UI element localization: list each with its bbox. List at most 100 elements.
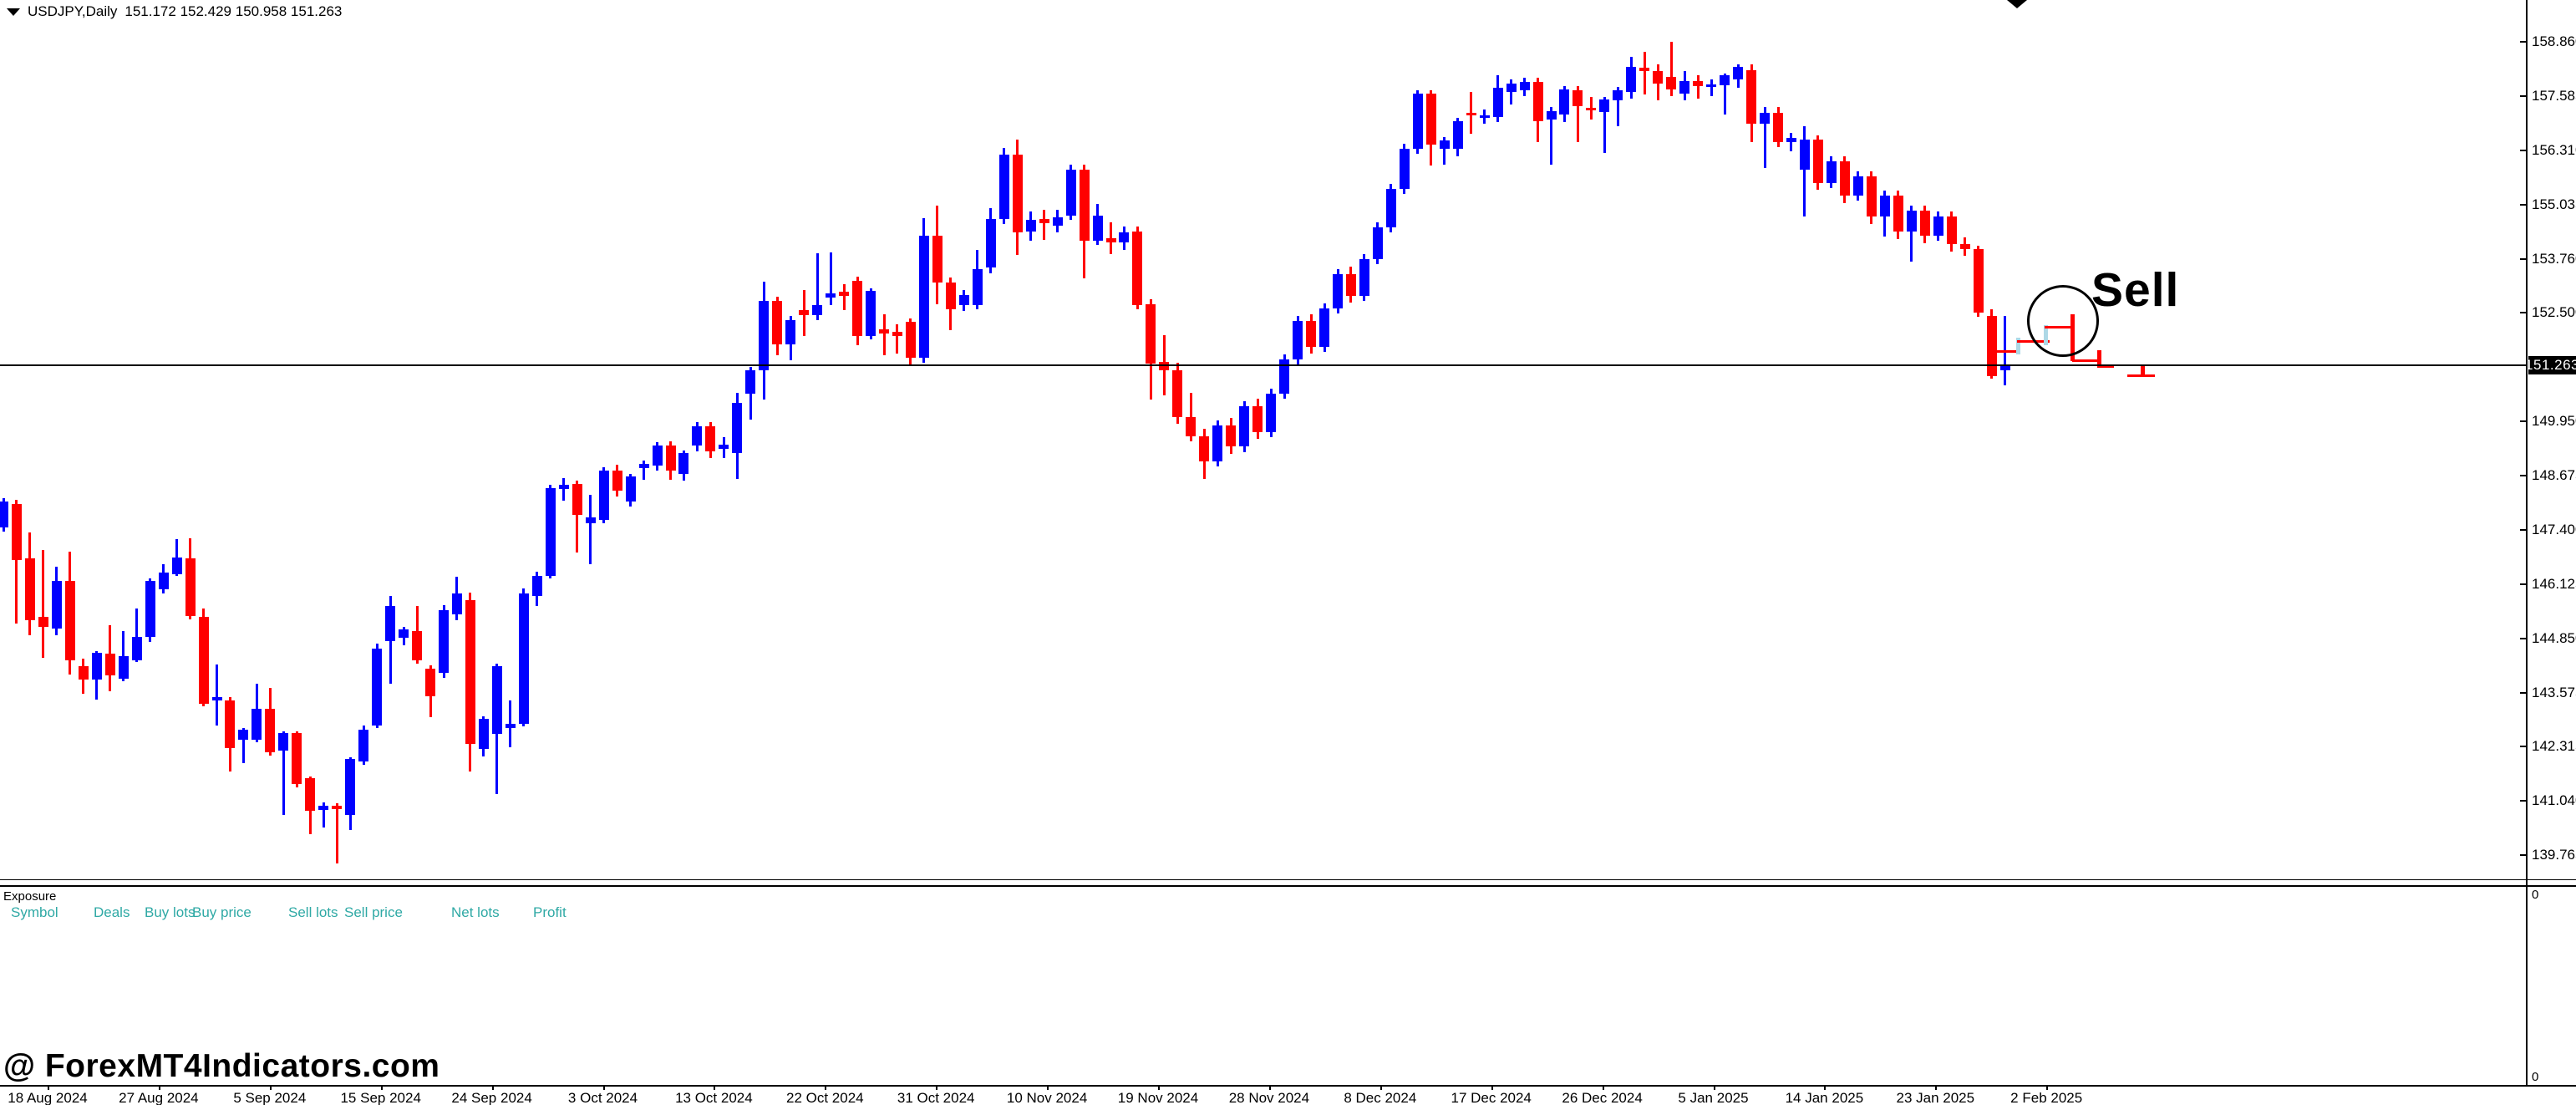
- panel-separator-line-top: [0, 879, 2576, 880]
- sell-annotation-label: Sell: [2091, 263, 2180, 317]
- candle-body-down: [1746, 69, 1757, 125]
- candle-body-up: [785, 320, 796, 344]
- candle-body-up: [1025, 220, 1036, 232]
- price-tick: [2520, 474, 2526, 476]
- candle-wick-up: [1803, 126, 1806, 217]
- candle-wick-up: [1550, 107, 1553, 165]
- price-tick-label: 155.035: [2532, 196, 2576, 212]
- date-tick: [1158, 1085, 1160, 1090]
- candle-body-up: [678, 453, 689, 475]
- price-tick-label: 147.400: [2532, 521, 2576, 537]
- candle-body-down: [879, 329, 890, 334]
- candle-body-up: [1092, 215, 1103, 241]
- candle-body-down: [1252, 406, 1263, 432]
- candle-body-up: [918, 235, 929, 358]
- exposure-axis-top-label: 0: [2532, 888, 2539, 902]
- date-tick: [1268, 1085, 1271, 1090]
- candle-body-down: [425, 668, 436, 696]
- candle-body-up: [826, 293, 836, 298]
- candle-body-down: [932, 235, 943, 283]
- price-tick-label: 148.675: [2532, 466, 2576, 483]
- tail-bar-segment: [2141, 365, 2145, 377]
- candle-body-up: [719, 444, 729, 449]
- candle-body-down: [185, 558, 196, 616]
- candle-body-up: [1999, 365, 2010, 370]
- candle-body-up: [1359, 259, 1369, 296]
- date-tick-label: 31 Oct 2024: [897, 1090, 975, 1105]
- candle-body-up: [1786, 138, 1796, 142]
- price-tick-label: 144.850: [2532, 629, 2576, 646]
- candle-body-up: [1799, 140, 1810, 171]
- candle-wick-up: [216, 665, 219, 726]
- exposure-tab[interactable]: Exposure: [3, 889, 57, 904]
- date-tick-label: 26 Dec 2024: [1562, 1090, 1643, 1105]
- candle-wick-down: [42, 549, 45, 659]
- exposure-column-header: Sell lots: [288, 904, 338, 920]
- date-tick-label: 23 Jan 2025: [1896, 1090, 1975, 1105]
- tail-bar-segment: [2099, 365, 2114, 368]
- symbol-dropdown-icon[interactable]: [7, 8, 20, 16]
- candle-body-down: [305, 777, 316, 811]
- candle-body-down: [104, 654, 115, 675]
- candle-body-down: [892, 331, 902, 336]
- tail-bar-segment: [1997, 350, 2017, 353]
- candle-body-up: [1266, 393, 1277, 432]
- date-tick: [48, 1085, 49, 1090]
- candle-body-down: [11, 504, 22, 560]
- candle-body-up: [1399, 148, 1410, 190]
- price-tick-label: 149.950: [2532, 412, 2576, 429]
- candle-body-down: [1172, 370, 1183, 417]
- candle-wick-up: [509, 700, 512, 747]
- price-tick-label: 153.760: [2532, 250, 2576, 267]
- current-price-line: [0, 364, 2526, 366]
- candle-body-down: [24, 558, 35, 620]
- exposure-column-header: Profit: [533, 904, 567, 920]
- date-tick: [1491, 1085, 1493, 1090]
- candle-body-up: [1599, 99, 1610, 113]
- candle-body-down: [265, 709, 276, 753]
- candle-body-up: [1385, 189, 1396, 228]
- candle-body-down: [465, 599, 475, 745]
- candle-body-up: [439, 609, 449, 673]
- price-tick: [2520, 40, 2526, 43]
- date-tick-label: 28 Nov 2024: [1228, 1090, 1310, 1105]
- candle-wick-down: [1643, 52, 1646, 95]
- candle-body-up: [51, 580, 62, 629]
- price-tick: [2520, 257, 2526, 260]
- price-tick: [2520, 203, 2526, 206]
- candle-body-down: [1199, 435, 1210, 462]
- candle-body-up: [985, 218, 996, 267]
- candle-body-up: [1212, 425, 1223, 462]
- candle-body-up: [91, 652, 102, 680]
- candle-wick-up: [282, 731, 285, 816]
- date-tick-label: 27 Aug 2024: [119, 1090, 199, 1105]
- candle-body-up: [1879, 195, 1890, 217]
- candle-body-up: [171, 557, 182, 575]
- candle-body-up: [0, 502, 8, 528]
- candle-body-up: [278, 733, 289, 751]
- panel-separator-line[interactable]: [0, 885, 2576, 887]
- candle-body-up: [145, 580, 155, 638]
- candle-body-down: [1986, 315, 1997, 377]
- candle-wick-up: [1723, 73, 1726, 115]
- candle-body-up: [345, 758, 356, 816]
- exposure-column-header: Buy price: [192, 904, 252, 920]
- candle-body-down: [852, 280, 863, 336]
- price-tick-label: 156.310: [2532, 141, 2576, 158]
- price-tick-label: 158.860: [2532, 33, 2576, 49]
- candle-body-up: [518, 593, 529, 724]
- date-tick-label: 17 Dec 2024: [1451, 1090, 1532, 1105]
- date-tick: [714, 1085, 716, 1090]
- candle-body-up: [358, 730, 369, 762]
- chart-title: USDJPY,Daily 151.172 152.429 150.958 151…: [7, 3, 342, 20]
- candle-wick-up: [1510, 79, 1513, 105]
- candle-body-up: [1492, 88, 1503, 118]
- candle-body-up: [958, 294, 969, 305]
- exposure-column-header: Net lots: [451, 904, 500, 920]
- candle-body-down: [1159, 362, 1170, 371]
- candle-body-up: [1052, 216, 1063, 226]
- candle-body-up: [1720, 75, 1730, 85]
- chart-shift-marker-icon[interactable]: [2007, 0, 2027, 8]
- candle-body-down: [38, 616, 48, 627]
- candle-body-down: [1039, 218, 1049, 223]
